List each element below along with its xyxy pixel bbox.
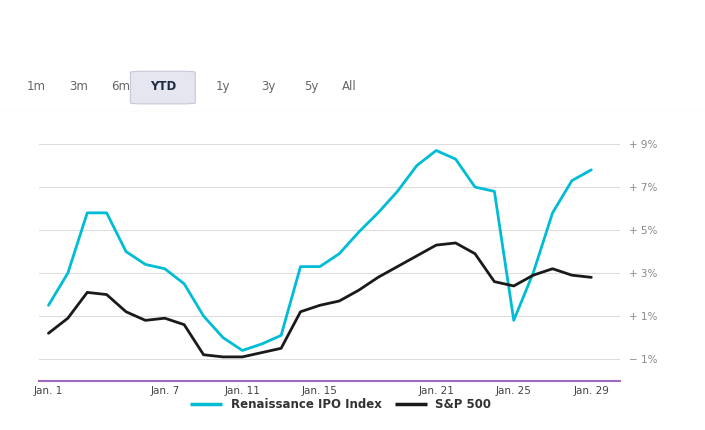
FancyBboxPatch shape xyxy=(130,71,195,104)
Text: 6m: 6m xyxy=(111,80,130,92)
Text: 1m: 1m xyxy=(27,80,45,92)
Text: Renaissance IPO Index: Renaissance IPO Index xyxy=(231,398,381,411)
Text: All: All xyxy=(343,80,357,92)
Text: 3m: 3m xyxy=(69,80,87,92)
Text: 5y: 5y xyxy=(304,80,318,92)
Text: YTD: YTD xyxy=(149,80,176,92)
Text: S&P 500: S&P 500 xyxy=(435,398,491,411)
Text: 3y: 3y xyxy=(262,80,276,92)
Text: U.S. IPO Performance: U.S. IPO Performance xyxy=(226,22,479,43)
Text: 1y: 1y xyxy=(216,80,230,92)
